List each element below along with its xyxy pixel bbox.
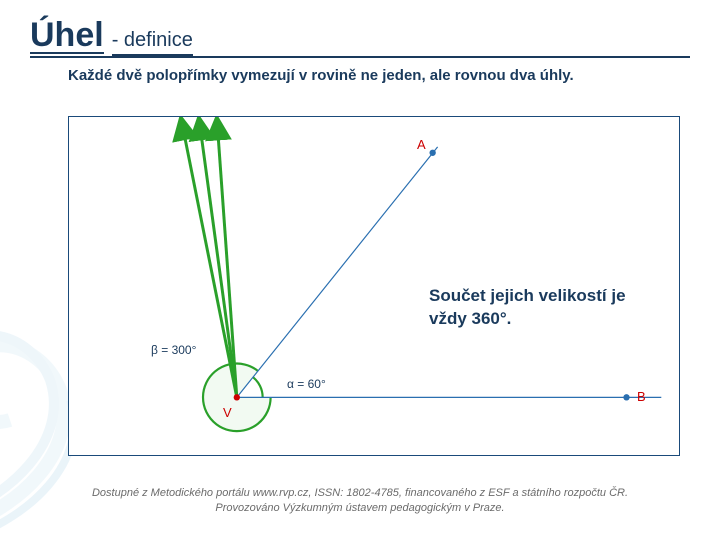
title-row: Úhel - definice: [30, 18, 193, 56]
subtitle-text: Každé dvě polopřímky vymezují v rovině n…: [68, 66, 688, 86]
beta-label: β = 300°: [151, 343, 196, 357]
footer-line1: Dostupné z Metodického portálu www.rvp.c…: [92, 487, 628, 499]
point-b-label: B: [637, 389, 646, 404]
vertex-label: V: [223, 405, 232, 420]
sum-statement: Součet jejich velikostí je vždy 360°.: [429, 285, 659, 331]
footer-attribution: Dostupné z Metodického portálu www.rvp.c…: [0, 486, 720, 516]
title-sub: - definice: [112, 30, 193, 56]
title-main: Úhel: [30, 18, 104, 54]
diagram-box: A B V β = 300° α = 60° Součet jejich vel…: [68, 116, 680, 456]
point-a-label: A: [417, 137, 426, 152]
footer-line2: Provozováno Výzkumným ústavem pedagogick…: [215, 502, 504, 514]
title-underline: [30, 56, 690, 58]
alpha-label: α = 60°: [287, 377, 326, 391]
